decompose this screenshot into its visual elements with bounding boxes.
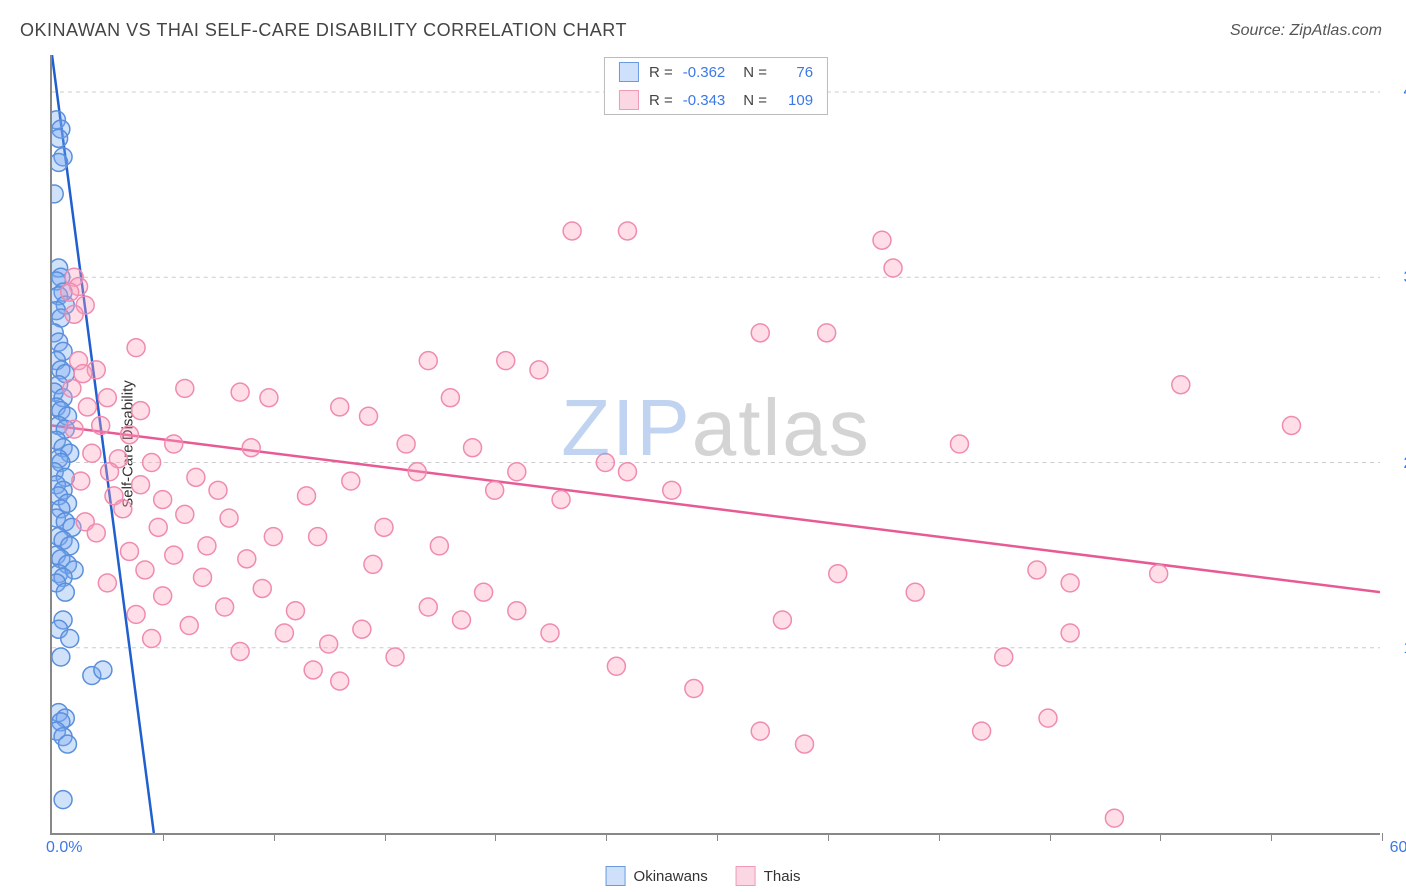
x-tick (939, 833, 940, 841)
source-label: Source: ZipAtlas.com (1230, 22, 1382, 40)
legend-item-okinawans: Okinawans (606, 866, 708, 886)
x-max-label: 60.0% (1390, 839, 1406, 857)
x-tick (495, 833, 496, 841)
swatch-okinawans-icon (606, 866, 626, 886)
n-value-thais: 109 (777, 92, 813, 109)
x-tick (1050, 833, 1051, 841)
chart-title: OKINAWAN VS THAI SELF-CARE DISABILITY CO… (20, 20, 627, 41)
legend-label-okinawans: Okinawans (634, 868, 708, 885)
chart-container: OKINAWAN VS THAI SELF-CARE DISABILITY CO… (0, 0, 1406, 892)
r-value-okinawans: -0.362 (683, 64, 726, 81)
x-tick (1271, 833, 1272, 841)
n-label: N = (743, 92, 767, 109)
swatch-thais (619, 90, 639, 110)
plot-svg (52, 55, 1380, 833)
n-label: N = (743, 64, 767, 81)
plot-area: Self-Care Disability ZIPatlas R = -0.362… (50, 55, 1380, 835)
r-label: R = (649, 92, 673, 109)
r-value-thais: -0.343 (683, 92, 726, 109)
x-tick (1382, 833, 1383, 841)
legend-row-thais: R = -0.343 N = 109 (605, 86, 827, 114)
x-tick (828, 833, 829, 841)
x-tick (163, 833, 164, 841)
x-tick (385, 833, 386, 841)
swatch-okinawans (619, 62, 639, 82)
correlation-legend: R = -0.362 N = 76 R = -0.343 N = 109 (604, 57, 828, 115)
x-tick (274, 833, 275, 841)
legend-row-okinawans: R = -0.362 N = 76 (605, 58, 827, 86)
legend-item-thais: Thais (736, 866, 801, 886)
n-value-okinawans: 76 (777, 64, 813, 81)
legend-label-thais: Thais (764, 868, 801, 885)
series-legend: Okinawans Thais (606, 866, 801, 886)
swatch-thais-icon (736, 866, 756, 886)
x-tick (606, 833, 607, 841)
r-label: R = (649, 64, 673, 81)
x-tick (717, 833, 718, 841)
x-min-label: 0.0% (46, 839, 82, 857)
x-tick (1160, 833, 1161, 841)
